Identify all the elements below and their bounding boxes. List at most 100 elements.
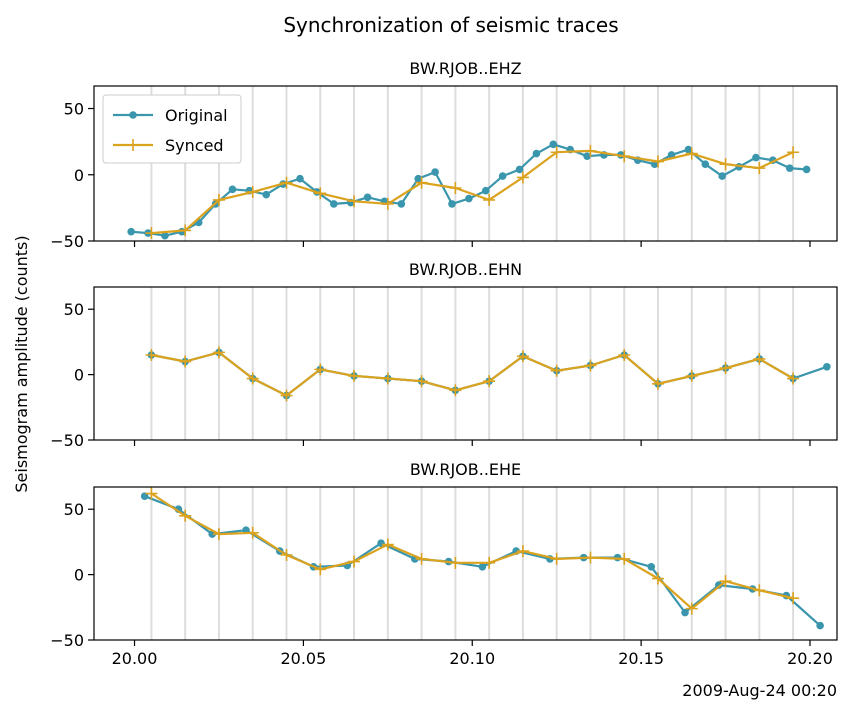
legend-marker-synced — [127, 139, 139, 151]
point-synced — [685, 602, 698, 615]
point-synced — [584, 144, 597, 157]
point-synced — [348, 555, 361, 568]
point-original — [647, 562, 656, 571]
panel-frame — [93, 286, 838, 441]
point-original — [752, 153, 760, 162]
point-synced — [483, 556, 496, 569]
point-synced — [415, 176, 428, 189]
x-offset-label: 2009-Aug-24 00:20 — [682, 681, 837, 700]
point-synced — [280, 389, 293, 402]
point-synced — [787, 592, 800, 605]
point-original — [684, 145, 693, 154]
point-original — [414, 174, 423, 183]
point-synced — [550, 364, 563, 377]
y-tick-label: 0 — [74, 366, 84, 385]
y-tick-label: 0 — [74, 166, 84, 185]
point-original — [363, 193, 372, 202]
x-tick-label: 20.20 — [787, 649, 833, 668]
series-line-synced — [151, 149, 794, 235]
point-synced — [381, 538, 394, 551]
point-original — [583, 152, 591, 161]
point-original — [465, 194, 473, 203]
y-tick-label: 50 — [64, 500, 84, 519]
point-synced — [753, 584, 766, 597]
point-synced — [483, 375, 496, 388]
y-tick-label: −50 — [50, 431, 84, 450]
panel-frame — [93, 486, 838, 641]
point-synced — [516, 350, 529, 363]
point-synced — [145, 487, 158, 500]
point-synced — [449, 384, 462, 397]
point-original — [785, 164, 794, 172]
point-synced — [280, 549, 293, 561]
point-synced — [618, 349, 631, 361]
point-synced — [685, 147, 698, 160]
y-tick-label: 50 — [64, 100, 84, 119]
point-synced — [685, 369, 698, 382]
point-original — [681, 608, 689, 617]
point-synced — [483, 193, 496, 206]
point-synced — [381, 372, 394, 385]
point-original — [481, 186, 490, 195]
y-axis-label: Seismogram amplitude (counts) — [12, 235, 31, 492]
point-synced — [618, 150, 631, 163]
point-synced — [280, 176, 293, 189]
point-synced — [753, 162, 766, 175]
point-synced — [787, 146, 800, 159]
point-original — [478, 562, 487, 571]
point-synced — [753, 352, 766, 365]
y-tick-label: 50 — [64, 300, 84, 319]
point-synced — [314, 363, 327, 376]
chart-title: Synchronization of seismic traces — [283, 13, 618, 37]
point-original — [296, 174, 304, 183]
series-line-original — [144, 495, 821, 627]
point-synced — [145, 227, 158, 240]
panel-1: BW.RJOB..EHZ −50 0 50 Original Synced — [50, 59, 838, 251]
series-line-synced — [151, 351, 794, 397]
point-synced — [449, 182, 462, 195]
point-original — [329, 200, 338, 208]
point-synced — [179, 224, 192, 237]
legend-marker-original — [129, 111, 137, 119]
panel-2: BW.RJOB..EHN −50 0 50 — [50, 260, 838, 450]
point-synced — [314, 563, 327, 576]
point-synced — [415, 375, 428, 388]
y-tick-label: −50 — [50, 232, 84, 251]
point-synced — [348, 195, 361, 208]
point-synced — [179, 509, 192, 522]
panel-subtitle: BW.RJOB..EHE — [410, 460, 521, 479]
point-synced — [719, 575, 732, 588]
point-original — [262, 190, 271, 199]
point-original — [127, 227, 135, 236]
point-synced — [212, 346, 225, 359]
point-synced — [212, 193, 225, 206]
x-tick-label: 20.15 — [618, 649, 664, 668]
legend: Original Synced — [102, 94, 242, 164]
point-original — [515, 165, 524, 174]
point-synced — [179, 355, 192, 368]
point-synced — [246, 526, 259, 539]
panel-subtitle: BW.RJOB..EHN — [409, 260, 522, 279]
legend-label-original: Original — [165, 106, 228, 125]
point-synced — [145, 349, 158, 361]
legend-label-synced: Synced — [165, 136, 224, 155]
point-original — [823, 362, 831, 371]
point-synced — [516, 545, 529, 558]
point-original — [448, 200, 456, 208]
point-original — [161, 231, 169, 240]
point-original — [228, 185, 237, 194]
point-synced — [415, 552, 428, 565]
point-synced — [246, 185, 259, 198]
x-tick-label: 20.00 — [112, 649, 158, 668]
panel-frame — [93, 85, 838, 242]
point-synced — [652, 155, 665, 168]
x-tick-label: 20.05 — [280, 649, 326, 668]
y-tick-label: 0 — [74, 566, 84, 585]
point-synced — [550, 146, 563, 159]
point-synced — [516, 171, 529, 184]
point-synced — [652, 377, 665, 390]
point-synced — [584, 359, 597, 372]
point-original — [549, 140, 558, 149]
